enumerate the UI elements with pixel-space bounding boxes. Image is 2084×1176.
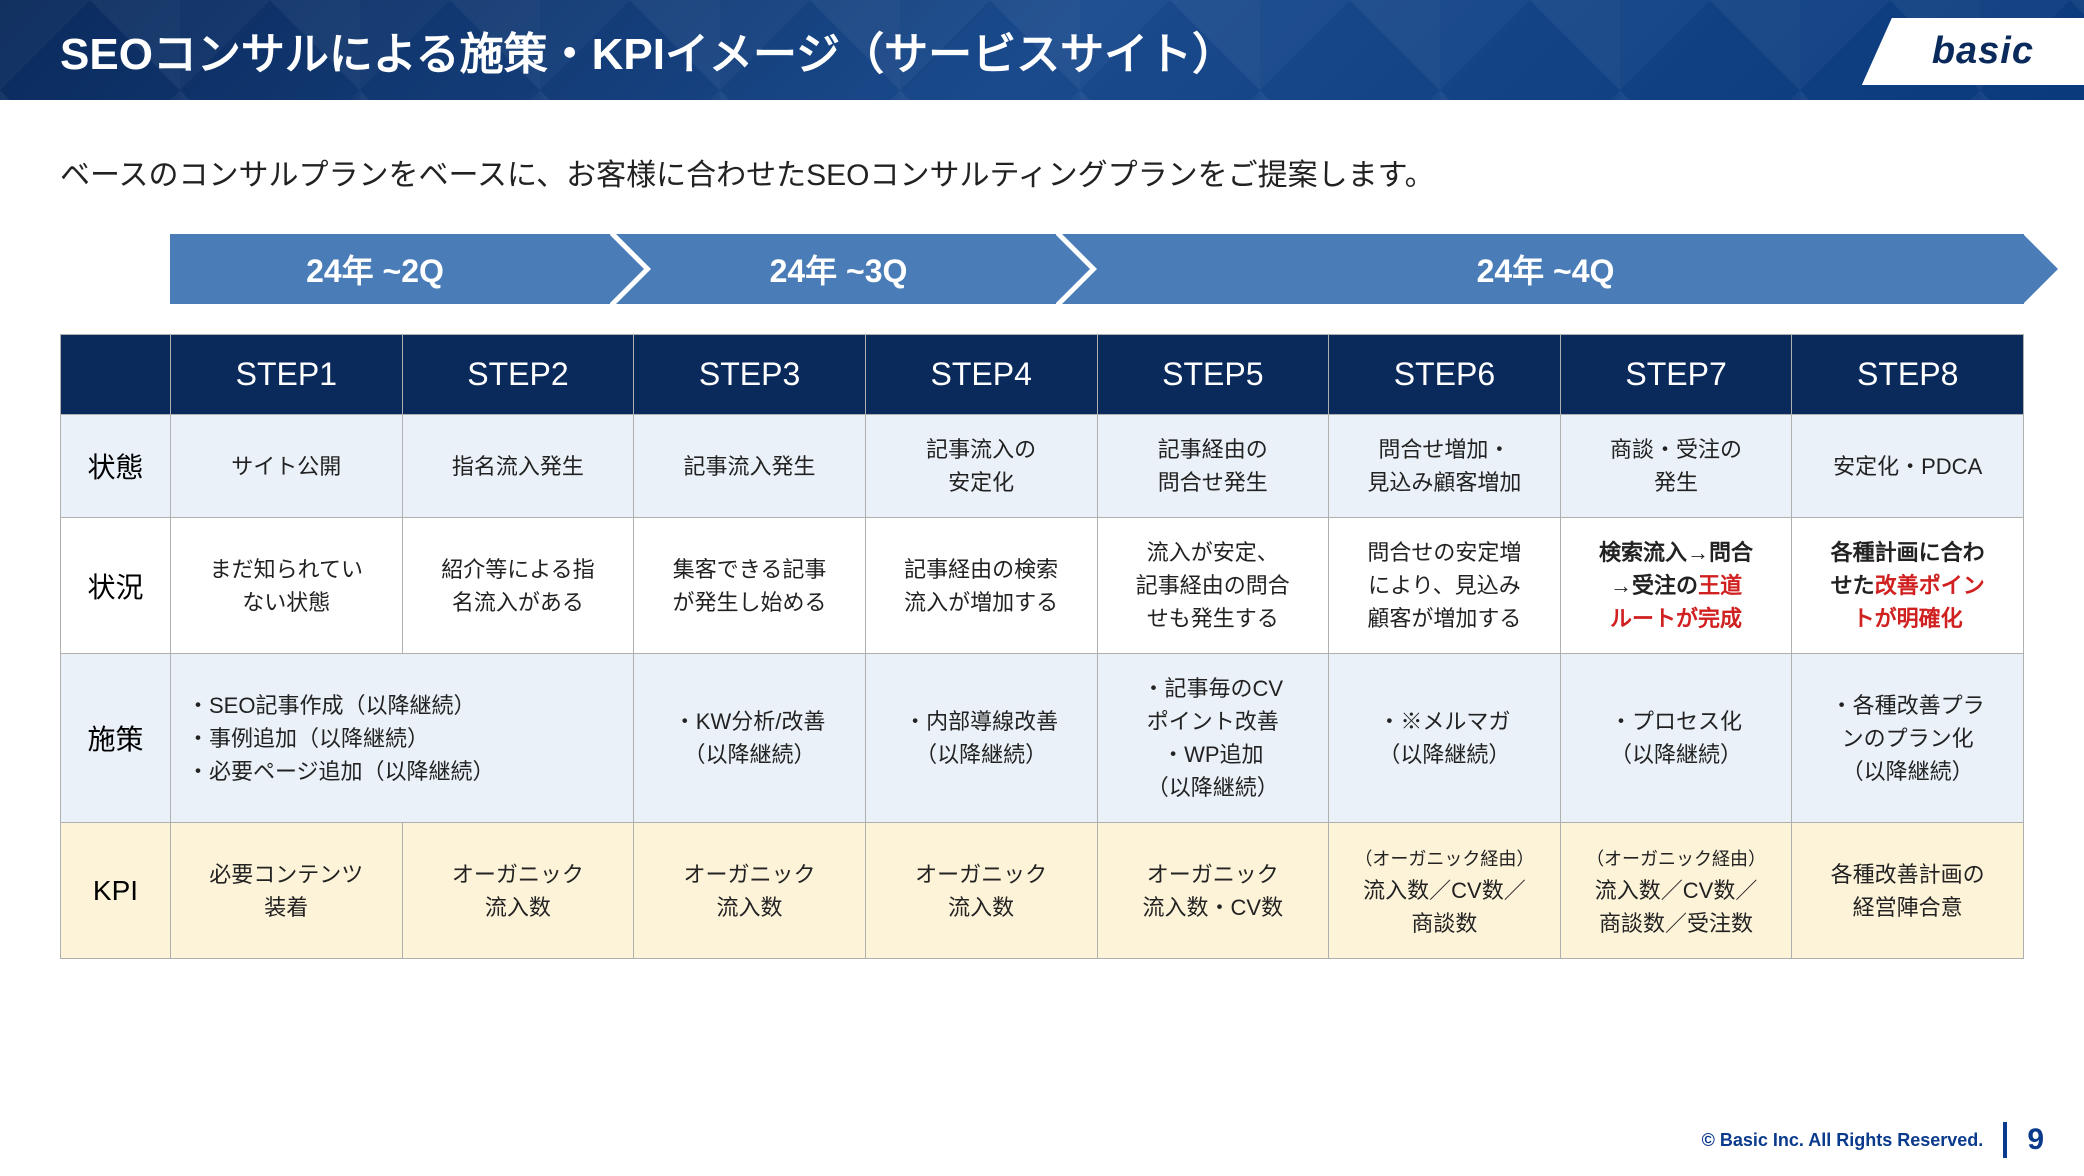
table-row-measure: 施策・SEO記事作成（以降継続）・事例追加（以降継続）・必要ページ追加（以降継続… — [61, 654, 2024, 823]
table-cell: 問合せの安定増により、見込み顧客が増加する — [1329, 518, 1561, 654]
step-header: STEP1 — [171, 335, 403, 415]
table-cell: 安定化・PDCA — [1792, 415, 2024, 518]
row-label-state: 状態 — [61, 415, 171, 518]
step-header: STEP4 — [865, 335, 1097, 415]
table-cell: オーガニック流入数 — [634, 823, 866, 959]
step-header: STEP3 — [634, 335, 866, 415]
table-cell: （オーガニック経由）流入数／CV数／商談数 — [1329, 823, 1561, 959]
table-cell: ・内部導線改善（以降継続） — [865, 654, 1097, 823]
table-cell: ・記事毎のCVポイント改善・WP追加（以降継続） — [1097, 654, 1329, 823]
table-cell: オーガニック流入数 — [402, 823, 634, 959]
table-cell: ・※メルマガ（以降継続） — [1329, 654, 1561, 823]
table-cell: 指名流入発生 — [402, 415, 634, 518]
step-header: STEP2 — [402, 335, 634, 415]
step-header: STEP5 — [1097, 335, 1329, 415]
slide-footer: © Basic Inc. All Rights Reserved. 9 — [1702, 1122, 2044, 1158]
kpi-table: STEP1 STEP2 STEP3 STEP4 STEP5 STEP6 STEP… — [60, 334, 2024, 959]
row-label-measure: 施策 — [61, 654, 171, 823]
step-header: STEP8 — [1792, 335, 2024, 415]
step-header: STEP6 — [1329, 335, 1561, 415]
row-label-situation: 状況 — [61, 518, 171, 654]
table-cell: 記事経由の検索流入が増加する — [865, 518, 1097, 654]
timeline-q3: 24年 ~3Q — [616, 234, 1056, 304]
table-cell: 検索流入→問合→受注の王道ルートが完成 — [1560, 518, 1792, 654]
brand-logo: basic — [1932, 30, 2034, 73]
table-cell: 問合せ増加・見込み顧客増加 — [1329, 415, 1561, 518]
timeline-q2: 24年 ~2Q — [170, 234, 610, 304]
table-cell: 各種計画に合わせた改善ポイントが明確化 — [1792, 518, 2024, 654]
timeline-arrows: 24年 ~2Q 24年 ~3Q 24年 ~4Q — [170, 234, 2024, 304]
table-cell: 紹介等による指名流入がある — [402, 518, 634, 654]
slide-title: SEOコンサルによる施策・KPIイメージ（サービスサイト） — [60, 18, 1236, 82]
subtitle-text: ベースのコンサルプランをベースに、お客様に合わせたSEOコンサルティングプランを… — [60, 150, 2024, 194]
row-label-kpi: KPI — [61, 823, 171, 959]
table-cell: 流入が安定、記事経由の問合せも発生する — [1097, 518, 1329, 654]
table-cell: 記事経由の問合せ発生 — [1097, 415, 1329, 518]
footer-divider — [2003, 1122, 2007, 1158]
table-cell: 必要コンテンツ装着 — [171, 823, 403, 959]
table-cell: ・各種改善プランのプラン化（以降継続） — [1792, 654, 2024, 823]
table-cell: ・SEO記事作成（以降継続）・事例追加（以降継続）・必要ページ追加（以降継続） — [171, 654, 634, 823]
table-row-kpi: KPI必要コンテンツ装着オーガニック流入数オーガニック流入数オーガニック流入数オ… — [61, 823, 2024, 959]
table-cell: まだ知られていない状態 — [171, 518, 403, 654]
table-cell: 記事流入の安定化 — [865, 415, 1097, 518]
table-cell: 各種改善計画の経営陣合意 — [1792, 823, 2024, 959]
copyright-text: © Basic Inc. All Rights Reserved. — [1702, 1130, 1984, 1151]
table-cell: 商談・受注の発生 — [1560, 415, 1792, 518]
table-corner — [61, 335, 171, 415]
table-header-row: STEP1 STEP2 STEP3 STEP4 STEP5 STEP6 STEP… — [61, 335, 2024, 415]
step-header: STEP7 — [1560, 335, 1792, 415]
table-row-situation: 状況まだ知られていない状態紹介等による指名流入がある集客できる記事が発生し始める… — [61, 518, 2024, 654]
table-row-state: 状態サイト公開指名流入発生記事流入発生記事流入の安定化記事経由の問合せ発生問合せ… — [61, 415, 2024, 518]
table-cell: ・KW分析/改善（以降継続） — [634, 654, 866, 823]
table-cell: ・プロセス化（以降継続） — [1560, 654, 1792, 823]
table-cell: 記事流入発生 — [634, 415, 866, 518]
table-cell: オーガニック流入数 — [865, 823, 1097, 959]
timeline-q4: 24年 ~4Q — [1062, 234, 2024, 304]
page-number: 9 — [2027, 1123, 2044, 1157]
table-cell: サイト公開 — [171, 415, 403, 518]
table-cell: （オーガニック経由）流入数／CV数／商談数／受注数 — [1560, 823, 1792, 959]
logo-container: basic — [1862, 18, 2084, 85]
slide-header: SEOコンサルによる施策・KPIイメージ（サービスサイト） basic — [0, 0, 2084, 100]
table-cell: 集客できる記事が発生し始める — [634, 518, 866, 654]
slide-content: ベースのコンサルプランをベースに、お客様に合わせたSEOコンサルティングプランを… — [0, 100, 2084, 959]
table-cell: オーガニック流入数・CV数 — [1097, 823, 1329, 959]
